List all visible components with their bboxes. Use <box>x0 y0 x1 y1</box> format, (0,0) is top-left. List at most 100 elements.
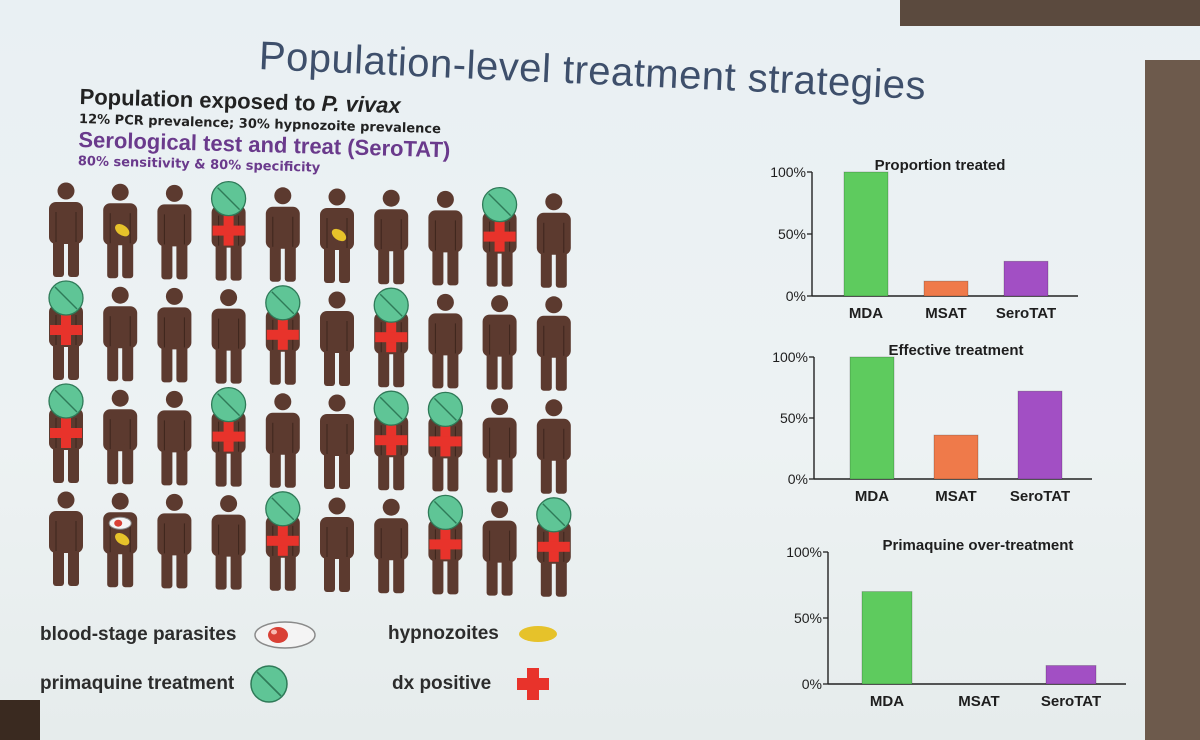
person-icon <box>48 383 84 483</box>
primaquine-treatment-marker <box>210 386 247 423</box>
dx-positive-cross <box>50 418 82 448</box>
primaquine-treatment-marker <box>210 180 247 217</box>
person-icon <box>103 183 138 279</box>
person-icon <box>482 398 517 493</box>
person-icon <box>49 491 83 586</box>
person-icon <box>265 393 300 488</box>
person-icon <box>265 491 301 591</box>
x-tick-label: SeroTAT <box>1010 488 1070 505</box>
primaquine-treatment-marker <box>48 383 84 419</box>
person-icon <box>157 493 192 589</box>
person-icon <box>481 186 518 287</box>
dx-positive-cross <box>375 322 408 353</box>
dx-positive-cross <box>212 215 245 246</box>
person-icon <box>320 394 354 489</box>
y-tick-label: 0% <box>786 288 806 304</box>
person-icon <box>374 189 409 285</box>
legend: blood-stage parasites hypnozoites primaq… <box>40 618 600 703</box>
y-tick-label: 50% <box>780 410 808 426</box>
population-heading-prefix: Population exposed to <box>79 84 322 116</box>
person-icon <box>210 180 247 281</box>
bar-serotat <box>1003 260 1049 297</box>
room-background-top <box>900 0 1200 26</box>
dx-positive-cross-icon <box>517 668 550 700</box>
person-icon <box>103 286 138 382</box>
person-icon <box>374 498 409 594</box>
person-icon <box>157 390 192 486</box>
population-description: Population exposed to P. vivax 12% PCR p… <box>78 84 452 179</box>
primaquine-treatment-marker <box>427 391 464 428</box>
y-tick-label: 100% <box>772 349 808 365</box>
legend-blood-stage: blood-stage parasites <box>40 618 320 652</box>
primaquine-treatment-marker <box>536 497 572 533</box>
dx-positive-cross <box>483 221 516 252</box>
legend-dx-positive: dx positive <box>392 664 553 704</box>
person-icon <box>48 280 84 380</box>
bar-serotat <box>1045 665 1097 685</box>
person-icon <box>373 287 409 388</box>
y-tick-label: 0% <box>788 471 808 487</box>
species-name: P. vivax <box>321 90 402 118</box>
person-icon <box>427 391 464 492</box>
bar-msat <box>923 280 969 297</box>
person-icon <box>373 390 409 491</box>
chart-title: Proportion treated <box>875 157 1006 174</box>
person-icon <box>320 291 354 386</box>
legend-primaquine-label: primaquine treatment <box>40 673 235 694</box>
person-icon <box>428 293 463 389</box>
y-tick-label: 50% <box>794 610 822 626</box>
x-tick-label: SeroTAT <box>1041 693 1101 710</box>
bar-serotat <box>1017 390 1063 480</box>
hypnozoite-marker <box>331 228 347 242</box>
x-tick-label: SeroTAT <box>996 305 1056 322</box>
primaquine-treatment-marker <box>481 186 518 223</box>
person-icon <box>157 287 192 383</box>
person-icon <box>103 389 138 485</box>
primaquine-treatment-marker <box>373 287 409 323</box>
primaquine-treatment-marker <box>265 491 301 527</box>
person-icon <box>103 492 138 588</box>
person-icon <box>265 285 301 385</box>
chart-title: Primaquine over-treatment <box>883 537 1074 554</box>
y-tick-label: 50% <box>778 226 806 242</box>
x-tick-label: MDA <box>855 488 889 505</box>
chart-proportion-treated: Proportion treated 0% 50% 100% MDA MSAT SeroTA… <box>770 157 1078 322</box>
hypnozoite-marker <box>115 533 130 546</box>
primaquine-treatment-marker <box>373 390 409 426</box>
person-icon <box>157 184 192 280</box>
person-icon <box>320 497 354 592</box>
dx-positive-cross <box>50 315 82 345</box>
person-icon <box>536 193 571 288</box>
y-tick-label: 0% <box>802 676 822 692</box>
primaquine-treatment-icon <box>250 665 289 703</box>
person-icon <box>536 296 571 391</box>
hypnozoite-marker <box>115 224 130 237</box>
room-background-right <box>1145 60 1200 740</box>
person-icon <box>320 188 354 283</box>
bar-mda <box>849 356 895 480</box>
primaquine-treatment-marker <box>427 494 464 531</box>
person-icon <box>211 289 246 384</box>
person-icon <box>210 386 247 487</box>
legend-hypnozoites-label: hypnozoites <box>388 623 499 644</box>
bar-msat <box>933 434 979 480</box>
person-icon <box>211 495 246 590</box>
x-tick-label: MDA <box>849 305 883 322</box>
x-tick-label: MDA <box>870 693 904 710</box>
legend-hypnozoites: hypnozoites <box>388 622 561 646</box>
dx-positive-cross <box>212 421 245 452</box>
person-icon <box>536 399 571 494</box>
bar-mda <box>843 171 889 297</box>
x-tick-label: MSAT <box>935 488 976 505</box>
person-icon <box>49 182 83 277</box>
x-tick-label: MSAT <box>958 693 999 710</box>
dx-positive-cross <box>429 529 462 560</box>
legend-primaquine: primaquine treatment <box>40 664 290 704</box>
x-tick-label: MSAT <box>925 305 966 322</box>
person-icon <box>482 501 517 596</box>
dx-positive-cross <box>537 531 570 562</box>
room-background-corner <box>0 700 40 740</box>
chart-effective-treatment: Effective treatment 0% 50% 100% MDA MSAT SeroT… <box>772 342 1092 505</box>
dx-positive-cross <box>266 319 299 350</box>
